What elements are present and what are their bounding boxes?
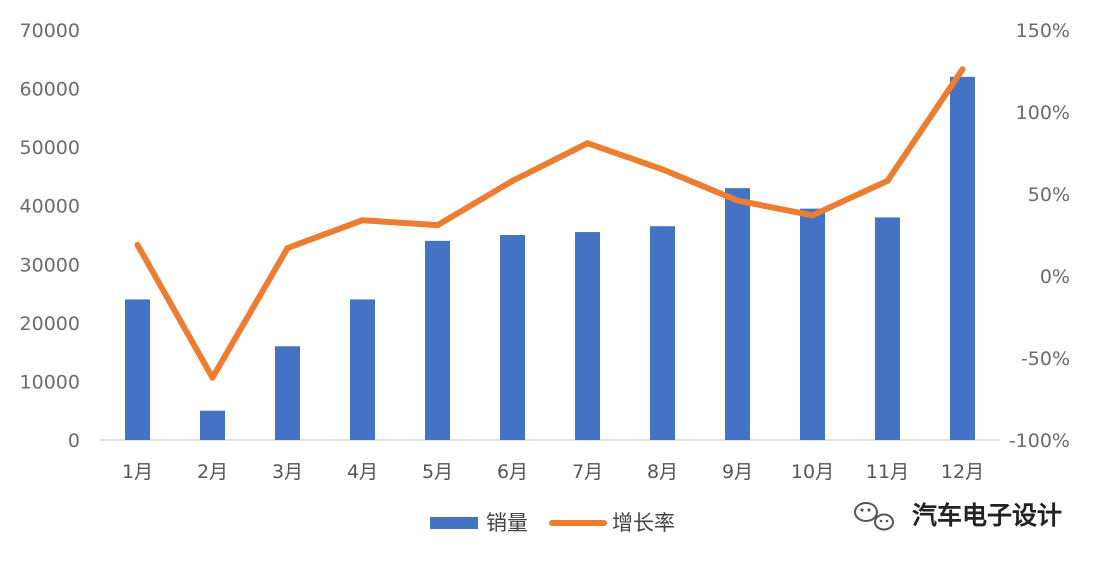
x-tick-label: 11月 [866, 461, 909, 483]
x-tick-label: 8月 [647, 461, 678, 483]
watermark-text: 汽车电子设计 [912, 501, 1062, 530]
bar-sales [350, 299, 375, 440]
watermark: 汽车电子设计 [854, 501, 1062, 531]
y-left-tick-label: 10000 [20, 371, 80, 393]
legend-label-sales: 销量 [486, 511, 528, 535]
legend-label-growth: 增长率 [612, 511, 675, 535]
line-point-growth [434, 222, 441, 229]
line-point-growth [209, 374, 216, 381]
left-axis: 0 10000 20000 30000 40000 50000 60000 70000 [20, 20, 80, 452]
y-left-tick-label: 30000 [20, 254, 80, 276]
y-left-tick-label: 40000 [20, 196, 80, 218]
line-growth-rate [134, 66, 966, 381]
line-point-growth [734, 197, 741, 204]
x-tick-label: 1月 [122, 461, 153, 483]
x-tick-label: 4月 [347, 461, 378, 483]
y-left-tick-label: 60000 [20, 79, 80, 101]
line-point-growth [359, 217, 366, 224]
bar-sales [275, 346, 300, 440]
line-point-growth [284, 245, 291, 252]
x-tick-label: 6月 [497, 461, 528, 483]
x-tick-label: 2月 [197, 461, 228, 483]
legend-swatch-sales [430, 517, 478, 529]
x-tick-label: 3月 [272, 461, 303, 483]
bar-sales [725, 188, 750, 440]
y-right-tick-label: -100% [1009, 430, 1070, 452]
bar-sales [875, 217, 900, 440]
wechat-icon [854, 502, 894, 531]
line-point-growth [584, 140, 591, 147]
y-right-tick-label: 150% [1016, 20, 1070, 42]
legend: 销量 增长率 [430, 511, 675, 535]
y-left-tick-label: 20000 [20, 313, 80, 335]
right-axis: -100% -50% 0% 50% 100% 150% [1009, 20, 1070, 452]
y-left-tick-label: 50000 [20, 137, 80, 159]
x-tick-label: 7月 [572, 461, 603, 483]
x-tick-label: 9月 [722, 461, 753, 483]
y-left-tick-label: 0 [68, 430, 80, 452]
line-series [134, 66, 966, 381]
line-point-growth [659, 166, 666, 173]
bar-sales [800, 208, 825, 440]
y-right-tick-label: 100% [1016, 102, 1070, 124]
bar-sales [500, 235, 525, 440]
line-point-growth [959, 66, 966, 73]
bar-series [125, 76, 975, 440]
bar-sales [575, 232, 600, 440]
bar-sales [425, 240, 450, 440]
line-point-growth [509, 177, 516, 184]
bar-sales [950, 76, 975, 440]
line-point-growth [884, 177, 891, 184]
y-right-tick-label: -50% [1021, 348, 1070, 370]
x-axis: 1月 2月 3月 4月 5月 6月 7月 8月 9月 10月 11月 12月 [122, 461, 984, 483]
bar-sales [125, 299, 150, 440]
x-tick-label: 5月 [422, 461, 453, 483]
bar-sales [200, 410, 225, 440]
bar-sales [650, 226, 675, 440]
x-tick-label: 12月 [941, 461, 984, 483]
line-point-growth [134, 241, 141, 248]
y-left-tick-label: 70000 [20, 20, 80, 42]
x-tick-label: 10月 [791, 461, 834, 483]
line-point-growth [809, 212, 816, 219]
y-right-tick-label: 50% [1028, 184, 1070, 206]
y-right-tick-label: 0% [1040, 266, 1070, 288]
